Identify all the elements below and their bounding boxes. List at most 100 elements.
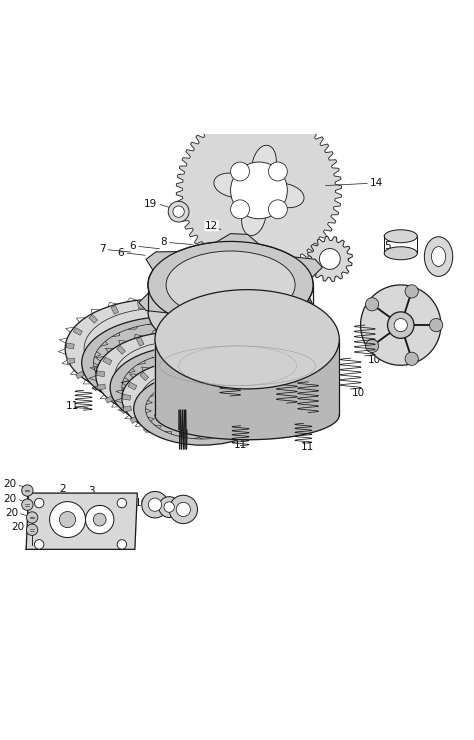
Bar: [233, 341, 241, 347]
Bar: [143, 424, 152, 433]
Circle shape: [268, 162, 287, 181]
Circle shape: [429, 318, 443, 332]
Bar: [103, 357, 112, 365]
Circle shape: [405, 352, 419, 366]
Circle shape: [394, 318, 407, 332]
Ellipse shape: [169, 495, 198, 524]
Text: 20: 20: [5, 508, 18, 518]
Bar: [75, 371, 84, 379]
Text: 10: 10: [368, 354, 381, 365]
Bar: [234, 351, 241, 356]
Ellipse shape: [96, 332, 261, 420]
Ellipse shape: [82, 317, 256, 409]
Bar: [123, 406, 131, 411]
Bar: [253, 400, 261, 405]
Text: 6: 6: [129, 241, 136, 251]
Bar: [247, 410, 256, 417]
Ellipse shape: [148, 241, 313, 329]
Circle shape: [268, 200, 287, 219]
Circle shape: [35, 539, 44, 549]
Circle shape: [173, 206, 184, 218]
Ellipse shape: [431, 246, 446, 266]
Text: 14: 14: [370, 178, 383, 188]
Bar: [188, 414, 194, 423]
Bar: [111, 306, 118, 314]
Bar: [97, 384, 106, 390]
Bar: [178, 361, 183, 369]
Bar: [141, 412, 148, 421]
Bar: [234, 370, 242, 379]
Bar: [246, 380, 255, 388]
Text: T3: T3: [429, 252, 442, 263]
Bar: [97, 371, 105, 377]
Text: 19: 19: [144, 198, 157, 209]
Text: 20: 20: [3, 494, 17, 503]
Ellipse shape: [65, 299, 249, 398]
Bar: [160, 333, 165, 341]
Bar: [164, 300, 170, 309]
Text: 21: 21: [54, 494, 67, 503]
Bar: [130, 416, 139, 423]
Text: 3: 3: [88, 485, 94, 496]
Ellipse shape: [148, 498, 162, 511]
Circle shape: [365, 297, 379, 311]
Circle shape: [230, 162, 249, 181]
Polygon shape: [155, 339, 339, 440]
Bar: [245, 369, 253, 374]
Ellipse shape: [155, 289, 339, 389]
Ellipse shape: [181, 309, 294, 370]
Circle shape: [319, 249, 340, 269]
Circle shape: [388, 312, 414, 338]
Bar: [217, 363, 225, 372]
Bar: [237, 419, 246, 428]
Text: 7: 7: [99, 244, 105, 255]
Circle shape: [117, 539, 127, 549]
Bar: [210, 313, 219, 322]
Bar: [140, 372, 148, 380]
Polygon shape: [214, 145, 304, 235]
Ellipse shape: [384, 246, 417, 260]
Ellipse shape: [122, 360, 268, 437]
Polygon shape: [139, 234, 322, 336]
Polygon shape: [176, 108, 342, 273]
Bar: [137, 300, 143, 309]
Bar: [142, 394, 148, 402]
Text: 11: 11: [196, 403, 210, 413]
Bar: [120, 405, 129, 414]
Circle shape: [59, 511, 76, 528]
Bar: [182, 433, 188, 441]
Bar: [161, 430, 169, 439]
Circle shape: [22, 485, 33, 497]
Text: 11: 11: [66, 401, 79, 411]
Bar: [122, 394, 131, 400]
Bar: [210, 408, 217, 417]
Bar: [66, 343, 74, 349]
Text: 10: 10: [290, 404, 303, 414]
Bar: [89, 314, 98, 323]
Circle shape: [35, 498, 44, 508]
Ellipse shape: [164, 502, 174, 512]
Text: 18: 18: [150, 505, 164, 514]
Circle shape: [27, 512, 38, 523]
Bar: [73, 328, 82, 335]
Circle shape: [230, 162, 287, 219]
Ellipse shape: [176, 502, 191, 517]
Text: 12: 12: [205, 221, 219, 231]
Text: 1: 1: [260, 397, 267, 407]
Text: 17: 17: [166, 502, 180, 512]
Text: 4: 4: [273, 273, 280, 283]
Bar: [183, 333, 190, 341]
Bar: [92, 382, 101, 391]
Bar: [239, 389, 248, 397]
Circle shape: [27, 524, 38, 536]
Bar: [227, 400, 236, 408]
Text: 11: 11: [301, 442, 314, 451]
Bar: [203, 431, 209, 440]
Text: 20: 20: [11, 522, 24, 532]
Text: 8: 8: [160, 238, 167, 247]
Bar: [225, 326, 234, 334]
Bar: [224, 344, 233, 353]
Text: 15: 15: [324, 251, 337, 260]
Ellipse shape: [142, 491, 168, 518]
Circle shape: [230, 200, 249, 219]
